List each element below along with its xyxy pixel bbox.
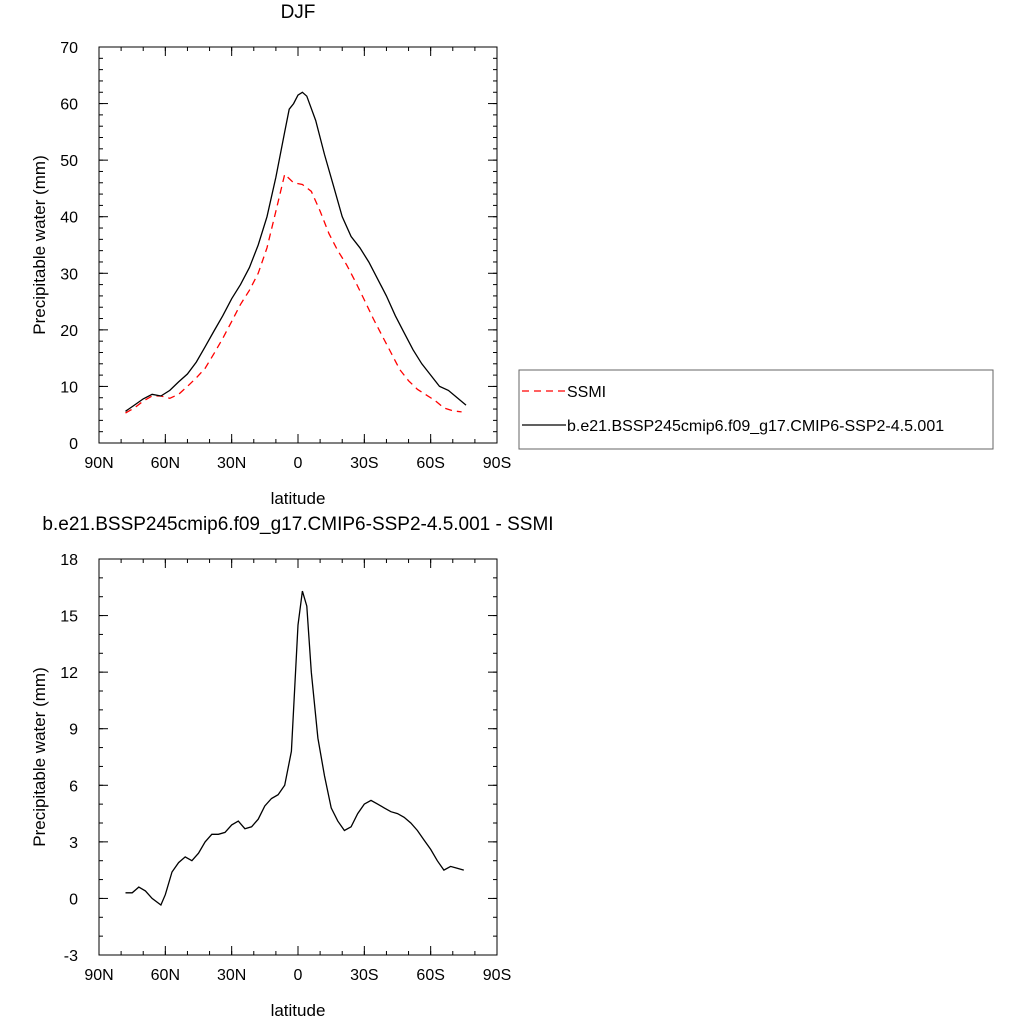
- y-tick-label: 9: [69, 722, 78, 739]
- x-tick-label: 60S: [416, 967, 444, 984]
- x-tick-label: 0: [294, 455, 303, 472]
- chart-title: DJF: [281, 2, 316, 23]
- series-line-1: [125, 590, 464, 907]
- legend-box: [518, 369, 994, 450]
- y-tick-label: 0: [69, 891, 78, 908]
- y-tick-label: 50: [60, 153, 78, 170]
- x-tick-label: 90N: [84, 967, 113, 984]
- x-tick-label: 90S: [483, 967, 511, 984]
- x-tick-label: 30N: [217, 455, 246, 472]
- x-tick-label: 30S: [350, 967, 378, 984]
- legend-label: SSMI: [567, 384, 606, 401]
- y-tick-label: 12: [60, 665, 78, 682]
- series-line-1: [125, 173, 462, 414]
- y-tick-label: 30: [60, 266, 78, 283]
- chart-title: b.e21.BSSP245cmip6.f09_g17.CMIP6-SSP2-4.…: [42, 514, 553, 535]
- x-tick-label: 0: [294, 967, 303, 984]
- x-axis-label: latitude: [271, 1001, 326, 1020]
- legend-label: b.e21.BSSP245cmip6.f09_g17.CMIP6-SSP2-4.…: [567, 418, 944, 435]
- x-tick-label: 60N: [151, 967, 180, 984]
- x-tick-label: 90S: [483, 455, 511, 472]
- y-tick-label: 60: [60, 97, 78, 114]
- x-tick-label: 60N: [151, 455, 180, 472]
- x-tick-label: 30S: [350, 455, 378, 472]
- y-tick-label: 18: [60, 552, 78, 569]
- y-axis-label: Precipitable water (mm): [30, 155, 49, 335]
- y-tick-label: -3: [64, 948, 78, 965]
- chart-2: 90N 60N 30N 0 30S 60S 90S -3 0 3 6 9 12 15 18 b.e21.BSS…: [30, 514, 554, 1020]
- y-tick-label: 20: [60, 323, 78, 340]
- x-tick-label: 90N: [84, 455, 113, 472]
- y-tick-label: 40: [60, 210, 78, 227]
- x-tick-label: 30N: [217, 967, 246, 984]
- y-axis-label: Precipitable water (mm): [30, 667, 49, 847]
- plot-frame: [98, 558, 498, 956]
- y-tick-label: 3: [69, 835, 78, 852]
- y-tick-label: 10: [60, 379, 78, 396]
- x-axis-label: latitude: [271, 489, 326, 508]
- legend: SSMI b.e21.BSSP245cmip6.f09_g17.CMIP6-SSP…: [518, 369, 994, 450]
- chart-1: 90N 60N 30N 0 30S 60S 90S 0 10 20 30 40 50 60 70 DJF lat…: [30, 2, 994, 508]
- y-tick-label: 15: [60, 609, 78, 626]
- series-line-2: [125, 91, 467, 412]
- y-tick-label: 6: [69, 778, 78, 795]
- y-tick-label: 0: [69, 436, 78, 453]
- x-tick-label: 60S: [416, 455, 444, 472]
- y-tick-label: 70: [60, 40, 78, 57]
